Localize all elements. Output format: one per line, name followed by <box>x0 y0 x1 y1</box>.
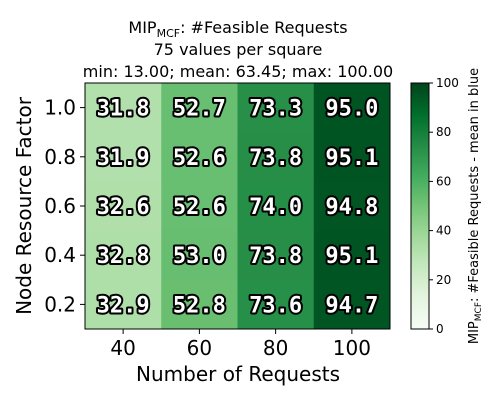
cell-value-label: 31.8 <box>97 97 150 122</box>
x-tick-label: 40 <box>110 336 135 360</box>
heatmap-cell <box>161 230 238 281</box>
heatmap-cell-labels: 31.8 52.7 73.3 95.0 31.9 52.6 73.8 95.1 32.6 52.6… <box>95 95 381 321</box>
y-axis-label: Node Resource Factor <box>12 96 36 315</box>
chart-stats-line: min: 13.00; mean: 63.45; max: 100.00 <box>83 62 393 81</box>
heatmap-cell <box>237 181 315 232</box>
y-tick-label: 0.4 <box>44 243 76 267</box>
chart-title-subscript: MCF <box>157 27 181 40</box>
cell-value-label: 53.0 <box>173 244 226 269</box>
heatmap-cell <box>161 181 238 232</box>
heatmap-cell <box>85 279 162 330</box>
colorbar-ticks: 0 20 40 60 80 100 <box>429 76 459 336</box>
heatmap-cell <box>85 181 162 232</box>
heatmap-cell <box>313 132 391 182</box>
heatmap-cell <box>161 132 238 182</box>
x-axis-label: Number of Requests <box>136 362 340 386</box>
heatmap-cell <box>85 83 162 133</box>
cell-value-label: 52.7 <box>173 97 226 122</box>
cell-value-label: 73.3 <box>249 97 302 122</box>
cell-value-label: 32.9 <box>97 293 150 318</box>
chart-title-suffix: : #Feasible Requests <box>180 18 348 37</box>
y-tick-label: 0.2 <box>44 292 76 316</box>
cell-value-label: 32.6 <box>97 195 150 220</box>
colorbar-tick-label: 100 <box>436 76 459 90</box>
x-tick-label: 80 <box>263 336 288 360</box>
cell-value-label: 95.0 <box>325 97 378 122</box>
x-axis-ticks: 40 60 80 100 <box>110 329 371 360</box>
heatmap-cells <box>85 83 391 330</box>
y-tick-label: 0.8 <box>44 145 76 169</box>
colorbar-tick-label: 20 <box>436 273 451 287</box>
colorbar-tick-label: 80 <box>436 125 451 139</box>
x-tick-label: 60 <box>187 336 212 360</box>
cell-value-label: 31.9 <box>97 146 150 171</box>
cell-value-label: 32.8 <box>97 244 150 269</box>
colorbar-tick-label: 60 <box>436 174 451 188</box>
colorbar <box>410 82 430 330</box>
cell-value-label: 74.0 <box>249 195 302 220</box>
x-tick-label: 100 <box>333 336 371 360</box>
cell-value-label: 52.6 <box>173 195 226 220</box>
heatmap-cell <box>85 230 162 281</box>
y-tick-label: 1.0 <box>44 96 76 120</box>
heatmap-cell <box>313 181 391 232</box>
cell-value-label: 73.8 <box>249 244 302 269</box>
heatmap-cell <box>237 279 315 330</box>
colorbar-tick-label: 0 <box>436 322 444 336</box>
cell-value-label: 52.8 <box>173 293 226 318</box>
colorbar-label: MIPMCF: #Feasible Requests - mean in blu… <box>467 68 484 344</box>
chart-title-main: MIP <box>128 18 157 37</box>
heatmap-cell <box>237 230 315 281</box>
heatmap-cell <box>237 132 315 182</box>
cell-value-label: 52.6 <box>173 146 226 171</box>
heatmap-cell <box>313 279 391 330</box>
cell-value-label: 95.1 <box>325 244 378 269</box>
heatmap-cell <box>237 83 315 133</box>
heatmap-cell <box>161 83 238 133</box>
cell-value-label: 73.8 <box>249 146 302 171</box>
colorbar-label-main: MIP <box>467 321 482 344</box>
chart-title: MIPMCF: #Feasible Requests <box>128 18 347 40</box>
cell-value-label: 94.8 <box>325 195 378 220</box>
y-tick-label: 0.6 <box>44 194 76 218</box>
cell-value-label: 94.7 <box>325 293 378 318</box>
heatmap-cell <box>161 279 238 330</box>
cell-value-label: 95.1 <box>325 146 378 171</box>
heatmap-cell <box>313 230 391 281</box>
colorbar-label-suffix: : #Feasible Requests - mean in blue <box>467 68 482 302</box>
heatmap-cell <box>85 132 162 182</box>
chart-subtitle: 75 values per square <box>154 40 323 59</box>
y-axis-ticks: 1.0 0.8 0.6 0.4 0.2 <box>44 96 85 316</box>
cell-value-label: 73.6 <box>249 293 302 318</box>
colorbar-tick-label: 40 <box>436 224 451 238</box>
heatmap-cell <box>313 83 391 133</box>
colorbar-label-subscript: MCF <box>474 302 484 321</box>
